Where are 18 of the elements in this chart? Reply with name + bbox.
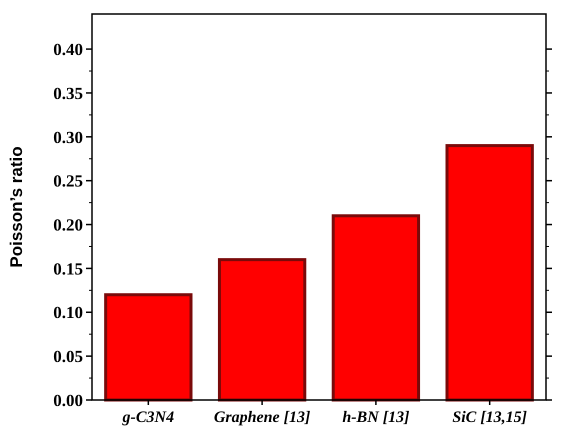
- y-axis-title: Poisson’s ratio: [7, 146, 26, 268]
- y-tick-label: 0.00: [53, 390, 83, 410]
- bar: [218, 258, 306, 402]
- y-tick-label: 0.25: [53, 172, 83, 191]
- bar: [104, 293, 192, 402]
- y-tick-label: 0.30: [53, 128, 83, 147]
- x-tick-label: Graphene [13]: [214, 409, 310, 426]
- y-tick-label: 0.10: [53, 303, 83, 322]
- y-tick-label: 0.35: [53, 84, 83, 103]
- x-tick-label: g-C3N4: [122, 409, 174, 426]
- y-tick-label: 0.05: [53, 347, 83, 366]
- y-tick-label: 0.40: [53, 40, 83, 60]
- x-tick-label: h-BN [13]: [342, 409, 410, 426]
- x-tick-label: SiC [13,15]: [452, 409, 528, 426]
- y-tick-label: 0.15: [53, 259, 83, 278]
- y-tick-label: 0.20: [53, 215, 83, 234]
- bar: [332, 214, 420, 402]
- bar: [446, 144, 534, 402]
